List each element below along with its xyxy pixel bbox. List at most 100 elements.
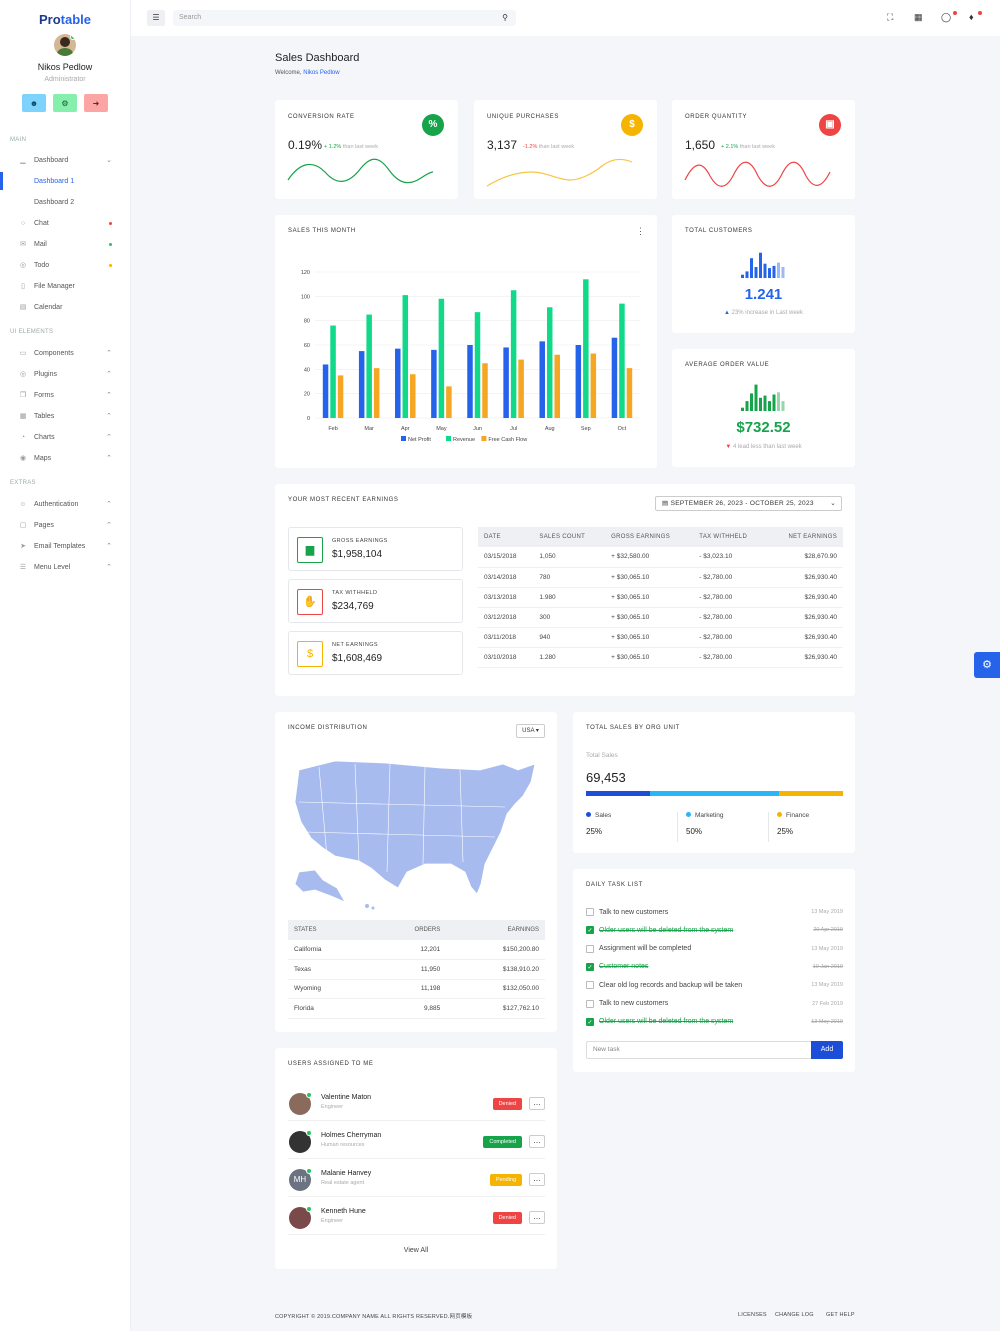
bar-free-cash-flow[interactable] <box>626 368 633 418</box>
search-input[interactable]: Search ⚲ <box>173 10 516 26</box>
bar-net-profit[interactable] <box>503 347 509 418</box>
table-header[interactable]: STATES <box>288 920 369 940</box>
bar-net-profit[interactable] <box>395 348 401 418</box>
bar-revenue[interactable] <box>619 303 625 418</box>
user-name[interactable]: Kenneth Hune <box>321 1208 366 1215</box>
new-task-placeholder: New task <box>593 1046 620 1053</box>
date-range-picker[interactable]: ▤ SEPTEMBER 26, 2023 - OCTOBER 25, 2023 … <box>655 496 842 511</box>
sidebar-item-calendar[interactable]: ▤ Calendar <box>0 300 131 314</box>
user-name[interactable]: Malanie Hanvey <box>321 1170 372 1177</box>
bar-revenue[interactable] <box>330 325 336 418</box>
sidebar-item-tables[interactable]: ▦ Tables ⌃ <box>0 409 131 423</box>
brand-logo[interactable]: Protable <box>0 12 130 27</box>
x-tick-label: Mar <box>364 426 374 432</box>
theme-settings-button[interactable]: ⚙ <box>974 652 1000 678</box>
sidebar-item-chat[interactable]: ○ Chat <box>0 216 131 230</box>
footer-link-licenses[interactable]: LICENSES <box>738 1312 767 1318</box>
more-actions-button[interactable]: … <box>529 1135 545 1148</box>
bar-revenue[interactable] <box>546 307 553 418</box>
task-checkbox[interactable]: ✓ <box>586 926 594 935</box>
task-checkbox[interactable] <box>586 944 594 953</box>
more-actions-button[interactable]: … <box>529 1211 545 1224</box>
task-checkbox[interactable]: ✓ <box>586 1017 594 1026</box>
bar-revenue[interactable] <box>583 279 589 418</box>
footer-link-changelog[interactable]: CHANGE LOG <box>775 1312 814 1318</box>
user-name[interactable]: Valentine Maton <box>321 1094 372 1101</box>
footer-link-help[interactable]: GET HELP <box>826 1312 855 1318</box>
bar-revenue[interactable] <box>474 312 481 418</box>
sidebar-item-forms[interactable]: ❐ Forms ⌃ <box>0 388 131 402</box>
profile-button[interactable]: ☻ <box>22 94 46 112</box>
search-icon[interactable]: ⚲ <box>502 13 508 22</box>
table-header[interactable]: TAX WITHHELD <box>693 527 768 547</box>
avatar[interactable] <box>289 1130 312 1153</box>
welcome-user-link[interactable]: Nikos Pedlow <box>303 70 340 76</box>
legend-label: Free Cash Flow <box>488 437 527 443</box>
sidebar-item-file-manager[interactable]: ▯ File Manager <box>0 279 131 293</box>
more-options-icon[interactable]: ⋮ <box>636 226 645 236</box>
view-all-link[interactable]: View All <box>403 1247 429 1254</box>
bar-free-cash-flow[interactable] <box>373 368 380 418</box>
chat-icon[interactable]: ◯ <box>941 12 952 22</box>
more-actions-button[interactable]: … <box>529 1097 545 1110</box>
sidebar-item-dashboard[interactable]: ▁ Dashboard ⌄ <box>0 153 131 167</box>
more-actions-button[interactable]: … <box>529 1173 545 1186</box>
fullscreen-icon[interactable]: ⛶ <box>887 12 894 22</box>
table-header[interactable]: SALES COUNT <box>533 527 606 547</box>
new-task-input[interactable]: New task <box>586 1041 812 1059</box>
bar-revenue[interactable] <box>402 295 409 418</box>
task-checkbox[interactable] <box>586 981 594 990</box>
region-select[interactable]: USA ▾ <box>516 724 545 738</box>
apps-grid-icon[interactable]: ▦ <box>914 12 923 22</box>
table-header[interactable]: DATE <box>478 527 534 547</box>
org-unit-label: Marketing <box>686 812 757 819</box>
task-checkbox[interactable]: ✓ <box>586 962 594 971</box>
bar-free-cash-flow[interactable] <box>410 374 416 418</box>
sidebar-item-pages[interactable]: ▢ Pages ⌃ <box>0 518 131 532</box>
bar-free-cash-flow[interactable] <box>482 363 488 418</box>
bar-free-cash-flow[interactable] <box>590 353 597 418</box>
bar-revenue[interactable] <box>438 298 445 418</box>
avatar[interactable]: MH <box>289 1168 312 1191</box>
table-header[interactable]: ORDERS <box>368 920 447 940</box>
settings-button[interactable]: ⚙ <box>53 94 77 112</box>
task-checkbox[interactable] <box>586 908 594 916</box>
sidebar-item-email-templates[interactable]: ➤ Email Templates ⌃ <box>0 539 131 553</box>
bar-net-profit[interactable] <box>467 345 473 418</box>
add-task-button[interactable]: Add <box>811 1041 843 1059</box>
bar-free-cash-flow[interactable] <box>446 386 452 418</box>
avatar[interactable] <box>289 1206 312 1229</box>
bar-net-profit[interactable] <box>539 341 545 418</box>
sidebar-item-authentication[interactable]: ☺ Authentication ⌃ <box>0 497 131 511</box>
sidebar-item-todo[interactable]: ◎ Todo <box>0 258 131 272</box>
table-header[interactable]: GROSS EARNINGS <box>605 527 694 547</box>
user-name[interactable]: Holmes Cherryman <box>321 1132 382 1139</box>
bar-net-profit[interactable] <box>575 345 582 418</box>
customers-mini-bar-chart <box>741 252 785 278</box>
menu-toggle-button[interactable]: ☰ <box>147 10 165 26</box>
bar-net-profit[interactable] <box>322 364 329 418</box>
avatar[interactable] <box>289 1092 312 1115</box>
sidebar-item-mail[interactable]: ✉ Mail <box>0 237 131 251</box>
bar-free-cash-flow[interactable] <box>554 354 560 418</box>
bar-net-profit[interactable] <box>611 337 618 418</box>
sidebar-item-maps[interactable]: ◉ Maps ⌃ <box>0 451 131 465</box>
logout-button[interactable]: ➜ <box>84 94 108 112</box>
bar-revenue[interactable] <box>366 314 372 418</box>
bar-revenue[interactable] <box>510 290 517 418</box>
avatar[interactable] <box>54 34 76 56</box>
bar-net-profit[interactable] <box>431 349 437 418</box>
table-header[interactable]: NET EARNINGS <box>767 527 843 547</box>
table-header[interactable]: EARNINGS <box>446 920 545 940</box>
bar-free-cash-flow[interactable] <box>518 359 524 418</box>
bar-net-profit[interactable] <box>358 351 365 418</box>
sidebar-item-plugins[interactable]: ◎ Plugins ⌃ <box>0 367 131 381</box>
sidebar-item-dashboard-1[interactable]: Dashboard 1 <box>0 174 131 188</box>
sidebar-item-dashboard-2[interactable]: Dashboard 2 <box>0 195 131 209</box>
sidebar-item-menu-level[interactable]: ☰ Menu Level ⌃ <box>0 560 131 574</box>
sidebar-item-components[interactable]: ▭ Components ⌃ <box>0 346 131 360</box>
bell-icon[interactable]: ♦ <box>969 12 974 22</box>
bar-free-cash-flow[interactable] <box>337 375 344 418</box>
task-checkbox[interactable] <box>586 999 594 1008</box>
sidebar-item-charts[interactable]: ◔ Charts ⌃ <box>0 430 131 444</box>
